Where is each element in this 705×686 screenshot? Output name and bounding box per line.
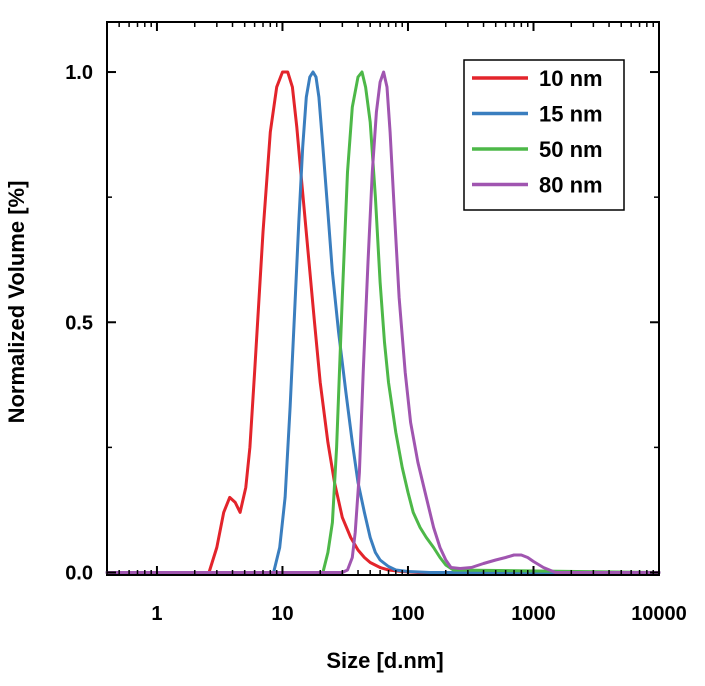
series-line-4: [105, 70, 661, 574]
x-tick-label: 1: [151, 603, 162, 625]
x-tick-label: 10000: [631, 603, 687, 625]
x-tick-label: 100: [391, 603, 424, 625]
legend-label-1: 10 nm: [539, 66, 603, 91]
legend-label-3: 50 nm: [539, 137, 603, 162]
axis-ticks: 1 10 100 1000 10000 0.0 0.5 1.0: [65, 22, 687, 625]
y-tick-label: 0.5: [65, 312, 93, 334]
series-lines: [105, 70, 661, 574]
x-tick-label: 10: [271, 603, 293, 625]
series-line-1: [105, 70, 661, 574]
series-line-3: [105, 70, 661, 574]
legend-label-4: 80 nm: [539, 173, 603, 198]
legend: 10 nm 15 nm 50 nm 80 nm: [463, 59, 625, 211]
plot-frame: [106, 21, 660, 576]
y-axis-title: Normalized Volume [%]: [4, 181, 29, 424]
y-tick-label: 1.0: [65, 62, 93, 84]
series-line-2: [105, 70, 661, 574]
legend-label-2: 15 nm: [539, 102, 603, 127]
x-tick-label: 1000: [511, 603, 556, 625]
x-axis-title: Size [d.nm]: [326, 648, 443, 673]
plot-border: [106, 21, 660, 576]
y-tick-label: 0.0: [65, 562, 93, 584]
